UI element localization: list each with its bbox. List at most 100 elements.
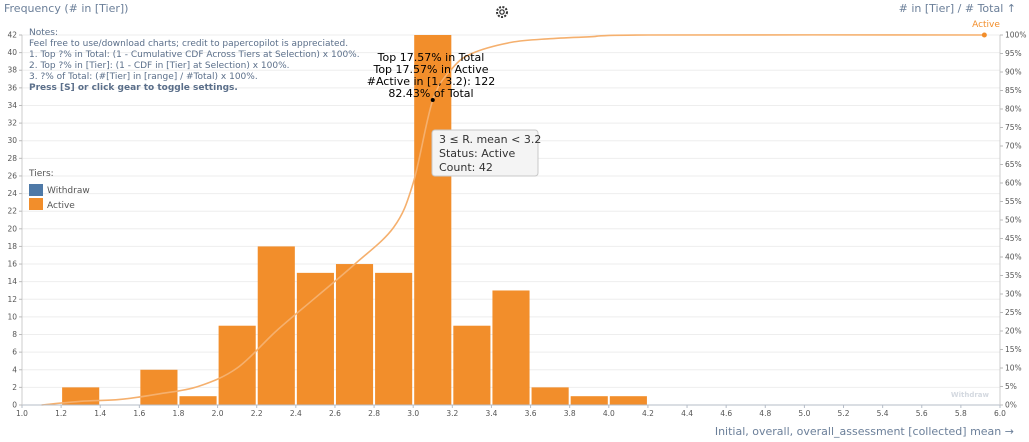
y-tick-label: 18 [7,242,17,251]
x-tick-label: 3.8 [564,409,576,418]
y2-tick-labels: 0% 5% 10% 15% 20% 25% 30% 35% 40% 45% 50% 55% 60% 65%… [1005,31,1026,410]
y2-tick-label: 10% [1005,364,1022,373]
y-tick-label: 34 [7,101,17,110]
legend-swatch-active[interactable] [29,198,43,210]
tooltip-line: 3 ≤ R. mean < 3.2 [439,133,541,146]
y2-tick-label: 55% [1005,197,1022,206]
histogram-bar[interactable] [531,387,569,405]
y2-tick-label: 85% [1005,86,1022,95]
histogram-bar[interactable] [140,369,178,405]
y-tick-label: 40 [7,48,17,57]
y2-tick-label: 70% [1005,142,1022,151]
histogram-bar[interactable] [218,325,256,405]
x-tick-label: 1.8 [173,409,185,418]
bars [62,35,647,405]
tooltip-box [431,129,539,177]
gear-icon[interactable] [496,6,508,18]
y2-tick-label: 90% [1005,68,1022,77]
annotation-line: #Active in [1, 3.2): 122 [367,75,496,88]
cdf-end-point [981,32,987,38]
notes-block: Notes: Feel free to use/download charts;… [29,28,360,93]
histogram-bar[interactable] [453,325,491,405]
x-axis-title: Initial, overall, overall_assessment [co… [715,425,1014,438]
histogram-bar[interactable] [609,396,647,405]
y2-tick-label: 65% [1005,160,1022,169]
y-tick-label: 8 [12,330,17,339]
annotation-line: 82.43% of Total [388,87,473,100]
tooltip-line: Status: Active [439,147,516,160]
notes-hint: Press [S] or click gear to toggle settin… [29,83,238,93]
y-tick-label: 24 [7,189,17,198]
y2-tick-label: 30% [1005,290,1022,299]
y-tick-label: 22 [7,207,17,216]
annotation-line: Top 17.57% in Total [377,51,485,64]
notes-line: 2. Top ?% in [Tier]: (1 - CDF in [Tier] … [29,61,290,71]
x-tick-label: 1.6 [133,409,145,418]
legend-title: Tiers: [28,169,54,179]
legend-swatch-withdraw[interactable] [29,184,43,196]
tooltip-line: Count: 42 [439,161,493,174]
y-tick-label: 28 [7,154,17,163]
x-tick-label: 5.8 [955,409,967,418]
annotation-point [430,98,435,103]
annotation-line: Top 17.57% in Active [372,63,488,76]
x-tick-label: 6.0 [994,409,1006,418]
notes-line: 1. Top ?% in Total: (1 - Cumulative CDF … [29,50,360,60]
x-tick-label: 5.2 [838,409,850,418]
legend: Tiers: Withdraw Active [28,169,90,211]
line-end-label: Active [972,20,1000,30]
y2-tick-label: 45% [1005,234,1022,243]
notes-line: Notes: [29,28,58,38]
right-axis-title: # in [Tier] / # Total ↑ [899,2,1016,15]
y2-tick-label: 60% [1005,179,1022,188]
x-tick-label: 4.8 [759,409,771,418]
histogram-bar[interactable] [296,272,334,405]
x-tick-label: 2.4 [290,409,302,418]
y-tick-label: 36 [7,83,17,92]
y2-tick-label: 100% [1005,31,1026,40]
y-tick-label: 32 [7,119,17,128]
y-tick-label: 20 [7,224,17,233]
bar-tooltip: 3 ≤ R. mean < 3.2 Status: Active Count: … [431,129,541,177]
y2-tick-label: 95% [1005,49,1022,58]
y2-tick-label: 5% [1005,382,1017,391]
x-tick-label: 3.4 [485,409,497,418]
x-tick-label: 4.4 [681,409,693,418]
x-tick-label: 2.2 [251,409,263,418]
x-tick-label: 4.0 [603,409,615,418]
histogram-bar[interactable] [375,272,413,405]
x-tick-label: 3.0 [407,409,419,418]
histogram-bar[interactable] [492,290,530,405]
x-tick-label: 3.2 [446,409,458,418]
y-tick-label: 16 [7,260,17,269]
selection-annotation: Top 17.57% in Total Top 17.57% in Active… [367,51,496,100]
y2-tick-label: 40% [1005,253,1022,262]
notes-line: Feel free to use/download charts; credit… [29,39,348,49]
x-tick-label: 2.8 [368,409,380,418]
histogram-bar[interactable] [570,396,608,405]
histogram-bar[interactable] [335,264,374,405]
cdf-line [41,34,985,406]
watermark: Withdraw [951,391,990,399]
histogram-bar[interactable] [179,396,217,405]
legend-label-withdraw[interactable]: Withdraw [47,186,90,196]
y-tick-label: 14 [7,277,17,286]
y-tick-label: 2 [12,383,17,392]
histogram-bar[interactable] [257,246,295,405]
axes [19,34,1003,408]
x-tick-label: 2.6 [329,409,341,418]
x-tick-label: 1.2 [55,409,67,418]
y2-tick-label: 50% [1005,216,1022,225]
histogram-bar[interactable] [414,35,452,405]
legend-label-active[interactable]: Active [47,201,75,211]
cdf-line-group [41,32,987,406]
x-tick-label: 2.0 [212,409,224,418]
y-tick-label: 42 [7,31,17,40]
x-tick-label: 3.6 [525,409,537,418]
y2-tick-label: 80% [1005,105,1022,114]
notes-line: 3. ?% of Total: (#[Tier] in [range] / #T… [29,72,258,82]
x-tick-label: 5.6 [916,409,928,418]
y-tick-label: 30 [7,136,17,145]
